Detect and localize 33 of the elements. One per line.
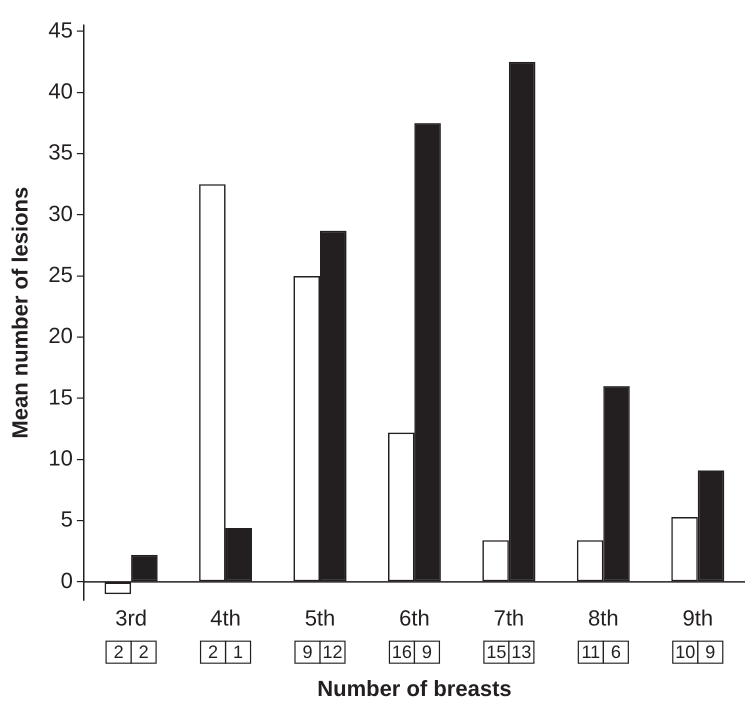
x-tick-label: 5th xyxy=(304,605,336,630)
y-tick-label: 10 xyxy=(48,446,73,471)
y-axis-title: Mean number of lesions xyxy=(7,186,32,439)
x-tick-label: 8th xyxy=(588,605,619,630)
text: 12 xyxy=(322,642,343,662)
text: 11 xyxy=(581,642,600,662)
text: 16 xyxy=(392,642,412,662)
y-tick-label: 40 xyxy=(48,78,73,104)
text: 9 xyxy=(302,642,312,662)
text: 2 xyxy=(138,642,149,662)
text: 2 xyxy=(114,642,124,662)
y-tick-label: 15 xyxy=(48,384,73,410)
text: 10 xyxy=(675,642,696,662)
x-tick-label: 9th xyxy=(682,605,714,630)
x-tick-label: 7th xyxy=(494,605,524,630)
y-tick-label: 25 xyxy=(48,262,73,288)
y-tick-label: 0 xyxy=(60,568,73,593)
x-tick-label: 4th xyxy=(210,605,241,630)
y-tick-label: 5 xyxy=(60,506,73,532)
y-tick-label: 45 xyxy=(48,17,73,42)
text: 6 xyxy=(610,642,621,662)
y-tick-label: 20 xyxy=(48,323,73,348)
y-tick-label: 35 xyxy=(48,140,73,165)
y-tick-label: 30 xyxy=(48,200,73,226)
x-tick-label: 3rd xyxy=(115,605,147,630)
x-axis-title: Number of breasts xyxy=(317,676,512,701)
text: 2 xyxy=(208,642,218,662)
text: 15 xyxy=(486,642,506,662)
text: 9 xyxy=(705,642,716,662)
x-tick-label: 6th xyxy=(399,605,430,630)
text: 13 xyxy=(511,642,532,662)
text: 9 xyxy=(422,642,432,662)
text: 1 xyxy=(233,642,244,662)
